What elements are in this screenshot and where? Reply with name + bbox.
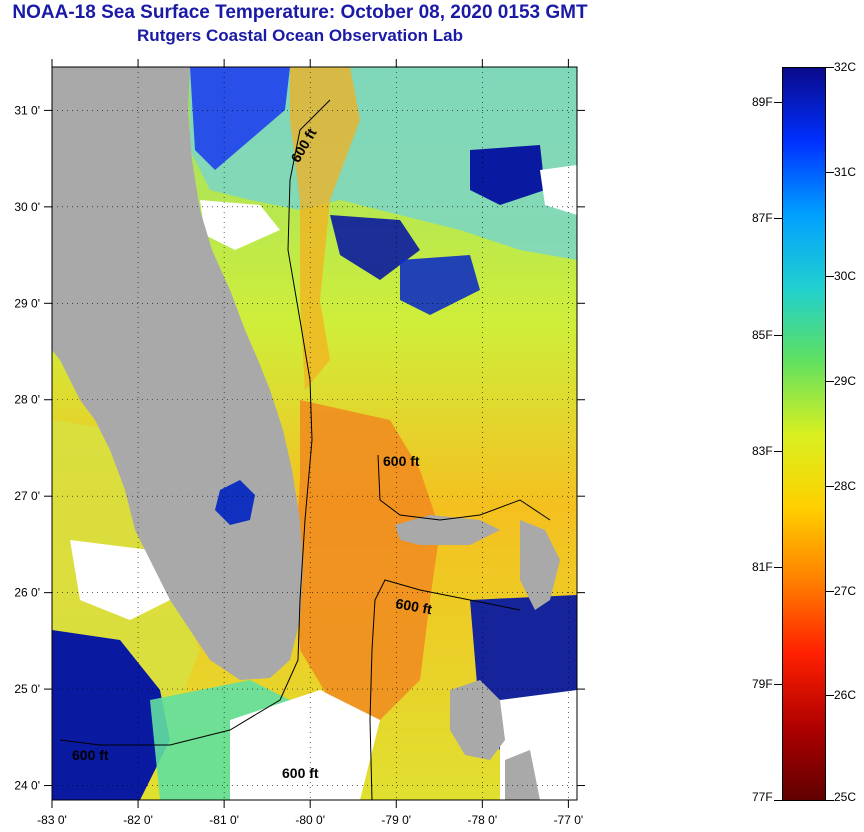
colorbar-tick-fahrenheit	[774, 450, 782, 452]
colorbar-label-fahrenheit: 85F	[752, 327, 773, 342]
isobath-label-east: 600 ft	[394, 595, 433, 617]
lat-label: 28 0'	[14, 393, 40, 407]
colorbar-tick-fahrenheit	[774, 334, 782, 336]
colorbar-label-celsius: 29C	[834, 374, 857, 389]
bahamas-grand-bahama	[395, 515, 500, 545]
colorbar-tick-celsius	[826, 485, 834, 487]
map-subtitle: Rutgers Coastal Ocean Observation Lab	[137, 26, 463, 45]
lat-label: 30 0'	[14, 200, 40, 214]
isobath-label-south: 600 ft	[282, 765, 319, 781]
lat-label: 25 0'	[14, 682, 40, 696]
isobath-600ft-bahamas-south	[369, 579, 521, 800]
lon-label: -78 0'	[467, 813, 497, 827]
lon-label: -79 0'	[381, 813, 411, 827]
warm-water-gulf-stream	[290, 67, 360, 390]
colorbar-label-celsius: 31C	[834, 164, 857, 179]
lat-label: 31 0'	[14, 103, 40, 117]
cold-patch-northeast	[470, 145, 545, 205]
bahamas-andros	[450, 680, 505, 760]
colorbar-label-fahrenheit: 83F	[752, 443, 773, 458]
lon-label: -81 0'	[209, 813, 239, 827]
cool-water-north	[190, 67, 577, 260]
lon-label: -80 0'	[295, 813, 325, 827]
colorbar-tick-fahrenheit	[774, 101, 782, 103]
colorbar-label-fahrenheit: 77F	[752, 790, 773, 804]
map-title: NOAA-18 Sea Surface Temperature: October…	[12, 2, 588, 23]
isobath-600ft-north	[59, 99, 331, 746]
map-gridlines	[51, 67, 577, 800]
cold-water-southwest	[52, 630, 170, 800]
lat-label: 27 0'	[14, 489, 40, 503]
isobath-600ft-bahamas-north	[377, 454, 551, 521]
lon-label: -82 0'	[123, 813, 153, 827]
colorbar-label-fahrenheit: 87F	[752, 211, 773, 226]
colorbar-label-celsius: 32C	[834, 60, 857, 74]
lat-label: 29 0'	[14, 296, 40, 310]
cold-water-northwest	[190, 67, 290, 170]
isobath-label-bahamas: 600 ft	[383, 453, 420, 469]
colorbar-label-fahrenheit: 89F	[752, 94, 773, 109]
colorbar-tick-fahrenheit	[774, 800, 782, 801]
colorbar-label-celsius: 25C	[834, 790, 857, 804]
lake-okeechobee	[215, 480, 255, 525]
colorbar-tick-fahrenheit	[774, 567, 782, 569]
map-frame	[51, 66, 578, 801]
map-axis-labels: 31 0' 30 0' 29 0' 28 0' 27 0' 26 0' 25 0' 24 0'…	[14, 59, 585, 827]
colorbar-tick-celsius	[826, 695, 834, 697]
colorbar-label-fahrenheit: 79F	[752, 676, 773, 691]
colorbar-label-fahrenheit: 81F	[752, 560, 773, 575]
lat-label: 26 0'	[14, 586, 40, 600]
colorbar-tick-celsius	[826, 67, 834, 68]
colorbar-tick-celsius	[826, 276, 834, 278]
cloud-northeast	[540, 165, 577, 215]
cold-patch-east	[400, 255, 480, 315]
cold-patch-center	[330, 215, 420, 280]
colorbar-tick-celsius	[826, 590, 834, 592]
colorbar-label-celsius: 28C	[834, 478, 857, 493]
colorbar-label-celsius: 30C	[834, 269, 857, 284]
cloud-north	[200, 200, 280, 250]
temperature-colorbar	[782, 67, 826, 801]
cloud-south	[230, 690, 380, 800]
colorbar-label-celsius: 27C	[834, 583, 857, 598]
colorbar-tick-celsius	[826, 171, 834, 173]
bahamas-south	[505, 750, 540, 800]
florida-land	[52, 67, 303, 680]
lon-label: -77 0'	[554, 813, 584, 827]
colorbar-tick-fahrenheit	[774, 218, 782, 220]
bahamas-abaco	[520, 520, 560, 610]
colorbar-tick-celsius	[826, 381, 834, 383]
colorbar-tick-fahrenheit	[774, 683, 782, 685]
warm-water-central	[295, 400, 440, 720]
colorbar-tick-celsius	[826, 800, 834, 801]
isobath-label-southwest: 600 ft	[72, 747, 109, 763]
cloud-gulf-west	[70, 540, 170, 620]
lat-label: 24 0'	[14, 779, 40, 793]
colorbar-label-celsius: 26C	[834, 688, 857, 703]
lon-label: -83 0'	[37, 813, 67, 827]
